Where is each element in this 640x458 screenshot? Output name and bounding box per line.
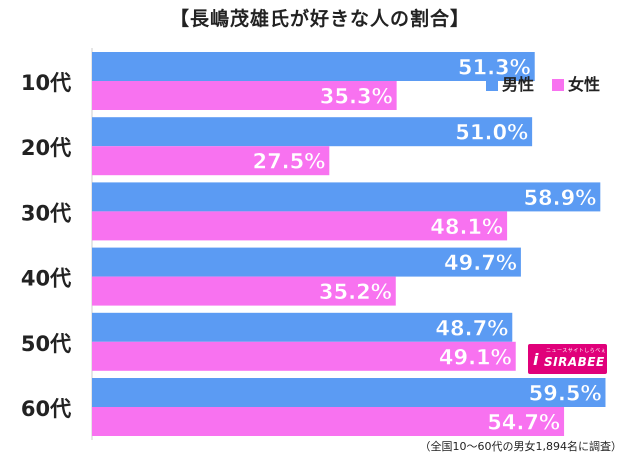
category-label: 20代 xyxy=(21,136,71,160)
category-label: 50代 xyxy=(21,332,71,356)
bar-female xyxy=(92,211,508,241)
survey-note: （全国10～60代の男女1,894名に調査） xyxy=(419,440,622,453)
bar-male xyxy=(92,52,535,81)
sirabee-logo: i ニュースサイトしらべぇ SIRABEE xyxy=(528,344,607,374)
bar-female xyxy=(92,341,516,371)
category-label: 10代 xyxy=(21,71,71,95)
data-label: 27.5% xyxy=(252,150,325,174)
data-label: 48.7% xyxy=(435,316,508,340)
bar-male xyxy=(92,312,513,342)
legend-swatch xyxy=(552,79,564,91)
legend-label: 男性 xyxy=(502,75,534,94)
chart-title: 【長嶋茂雄氏が好きな人の割合】 xyxy=(169,8,470,30)
legend-swatch xyxy=(486,79,498,91)
data-label: 49.1% xyxy=(439,345,512,369)
data-label: 59.5% xyxy=(529,382,602,406)
category-label: 60代 xyxy=(21,397,71,421)
legend-label: 女性 xyxy=(568,75,600,94)
logo-subtext: ニュースサイトしらべぇ xyxy=(546,348,607,354)
bar-female xyxy=(92,146,330,176)
bar-female xyxy=(92,407,565,436)
data-label: 54.7% xyxy=(487,411,560,435)
bar-male xyxy=(92,182,601,212)
bar-male xyxy=(92,247,521,277)
data-label: 51.0% xyxy=(455,121,528,145)
data-label: 35.3% xyxy=(320,85,393,109)
bar-male xyxy=(92,117,533,147)
logo-mark: i xyxy=(533,350,539,369)
data-label: 48.1% xyxy=(430,215,503,239)
bar-male xyxy=(92,378,606,407)
data-label: 35.2% xyxy=(319,280,392,304)
category-label: 40代 xyxy=(21,267,71,291)
bar-female xyxy=(92,276,396,306)
logo-text: SIRABEE xyxy=(544,355,605,369)
data-label: 51.3% xyxy=(458,56,531,80)
bar-female xyxy=(92,81,397,110)
data-label: 49.7% xyxy=(444,251,517,275)
category-label: 30代 xyxy=(21,201,71,225)
data-label: 58.9% xyxy=(523,186,596,210)
